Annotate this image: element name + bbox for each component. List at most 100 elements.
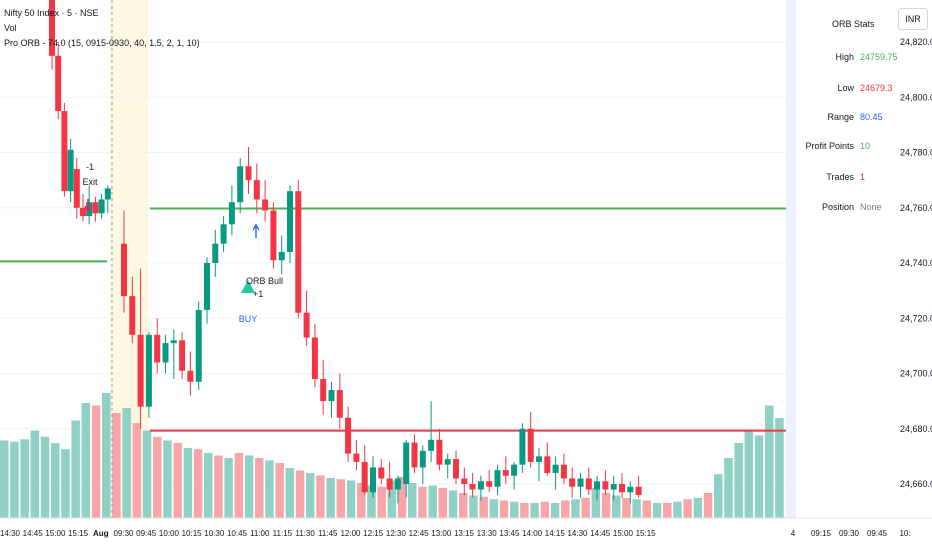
- volume-bar: [91, 405, 101, 518]
- candle-body: [353, 453, 360, 462]
- candle-body: [419, 450, 426, 468]
- volume-bar: [346, 480, 356, 518]
- candle-body: [627, 486, 634, 493]
- x-tick-label: 4: [791, 529, 796, 538]
- candle-body: [511, 464, 518, 476]
- volume-bar: [428, 485, 437, 518]
- volume-bar: [40, 436, 50, 518]
- candle-body: [98, 199, 105, 214]
- y-tick-label: 24,740.00: [900, 258, 932, 268]
- candle-body: [262, 199, 269, 211]
- stat-trades-value: 1: [860, 172, 866, 182]
- candle-body: [212, 243, 219, 263]
- volume-bar: [0, 440, 9, 518]
- volume-bar: [71, 420, 80, 518]
- candle-body: [610, 484, 617, 490]
- x-tick-label: 09:45: [136, 529, 157, 538]
- exit-count: -1: [86, 162, 94, 172]
- volume-bar: [102, 393, 111, 518]
- x-tick-label: Aug: [93, 529, 109, 538]
- volume-bar: [612, 495, 621, 518]
- x-tick-label: 10:: [899, 529, 910, 538]
- candle-body: [469, 484, 476, 490]
- volume-bar: [652, 503, 662, 518]
- volume-bar: [754, 435, 764, 518]
- volume-bar: [81, 403, 91, 518]
- volume-bar: [275, 463, 284, 518]
- volume-bar: [244, 455, 254, 518]
- candle-body: [569, 478, 576, 487]
- y-tick-label: 24,700.00: [900, 369, 932, 379]
- x-tick-label: 14:45: [23, 529, 44, 538]
- x-tick-label: 15:00: [45, 529, 66, 538]
- volume-bar: [632, 499, 641, 518]
- volume-bar: [316, 475, 325, 518]
- stat-high-label: High: [835, 52, 854, 62]
- candle-body: [49, 0, 55, 56]
- candle-body: [245, 166, 252, 181]
- candle-body: [237, 166, 244, 203]
- x-tick-label: 12:15: [363, 529, 384, 538]
- volume-bar: [561, 500, 570, 518]
- x-tick-label: 09:15: [811, 529, 832, 538]
- currency-button[interactable]: INR: [898, 8, 928, 30]
- orb-stats-table: ORB Stats High 24759.75 Low 24679.3 Rang…: [800, 0, 898, 230]
- exit-label: Exit: [82, 177, 98, 187]
- up-arrow-icon: [252, 223, 260, 238]
- candle-body: [104, 188, 111, 200]
- candle-body: [80, 207, 86, 217]
- candle-body: [162, 343, 169, 363]
- volume-bar: [234, 453, 244, 518]
- stat-profit-value: 10: [860, 141, 871, 151]
- volume-bar: [204, 453, 213, 518]
- candle-body: [137, 334, 144, 407]
- stat-low-label: Low: [837, 83, 854, 93]
- volume-bar: [193, 449, 203, 518]
- buy-label: BUY: [239, 314, 258, 324]
- volume-bar: [153, 436, 162, 518]
- volume-bar: [479, 496, 488, 518]
- y-tick-label: 24,760.00: [900, 203, 932, 213]
- volume-bar: [714, 474, 723, 518]
- orb-bull-label: ORB Bull: [246, 276, 283, 286]
- x-tick-label: 09:30: [113, 529, 134, 538]
- volume-bar: [357, 483, 366, 518]
- y-tick-label: 24,800.00: [900, 92, 932, 102]
- indicator-legend[interactable]: Pro ORB - 74.0 (15, 0915-0930, 40, 1.5, …: [4, 38, 200, 48]
- candle-body: [145, 334, 152, 407]
- volume-bar: [397, 476, 407, 518]
- candle-body: [336, 390, 343, 418]
- volume-legend[interactable]: Vol: [4, 23, 17, 33]
- candle-body: [594, 481, 601, 490]
- y-tick-label: 24,820.00: [900, 37, 932, 47]
- y-tick-label: 24,660.00: [900, 479, 932, 489]
- stat-position-value: None: [860, 202, 882, 212]
- price-axis[interactable]: 24,660.00 24,680.00 24,700.00 24,720.00 24,7…: [900, 37, 932, 489]
- candle-body: [552, 464, 559, 473]
- volume-bar: [663, 503, 672, 518]
- volume-bar: [214, 455, 223, 518]
- time-axis[interactable]: 14:30 14:45 15:00 15:15 Aug 09:30 09:45 10:00 10…: [0, 517, 932, 538]
- candle-body: [311, 337, 318, 380]
- stat-range-value: 80.45: [860, 112, 883, 122]
- candle-body: [295, 191, 302, 313]
- volume-bar: [673, 501, 682, 518]
- volume-bar: [469, 495, 478, 518]
- volume-bar: [540, 501, 550, 518]
- x-tick-label: 14:30: [0, 529, 21, 538]
- symbol-title[interactable]: Nifty 50 Index · 5 · NSE: [4, 8, 99, 18]
- volume-bar: [622, 498, 631, 518]
- volume-bar: [10, 441, 19, 518]
- candle-body: [444, 459, 451, 465]
- y-tick-label: 24,680.00: [900, 424, 932, 434]
- volume-bar: [30, 430, 40, 518]
- candle-body: [394, 478, 401, 490]
- candle-body: [619, 484, 625, 493]
- candle-body: [320, 379, 327, 402]
- candle-body: [428, 439, 435, 451]
- candle-body: [527, 428, 534, 462]
- stat-profit-label: Profit Points: [805, 141, 854, 151]
- candle-body: [92, 202, 99, 214]
- volume-bar: [61, 449, 70, 518]
